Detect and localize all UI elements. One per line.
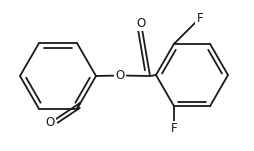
Text: F: F <box>170 122 177 135</box>
Text: O: O <box>45 117 54 130</box>
Text: O: O <box>115 69 124 82</box>
Text: F: F <box>196 11 202 24</box>
Text: O: O <box>136 16 145 29</box>
